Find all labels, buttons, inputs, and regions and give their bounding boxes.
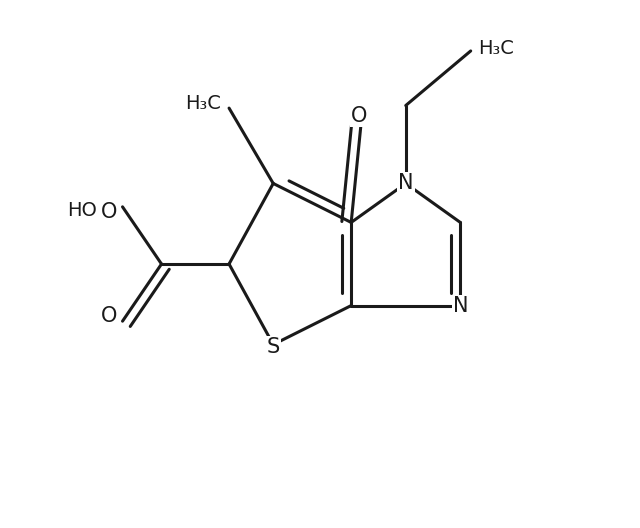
Text: O: O bbox=[101, 202, 117, 222]
Text: O: O bbox=[351, 106, 367, 126]
Text: N: N bbox=[398, 174, 413, 193]
Text: H₃C: H₃C bbox=[479, 39, 515, 58]
Text: S: S bbox=[267, 337, 280, 357]
Text: HO: HO bbox=[67, 202, 97, 221]
Text: N: N bbox=[452, 296, 468, 316]
Text: H₃C: H₃C bbox=[186, 95, 221, 114]
Text: O: O bbox=[101, 306, 117, 326]
